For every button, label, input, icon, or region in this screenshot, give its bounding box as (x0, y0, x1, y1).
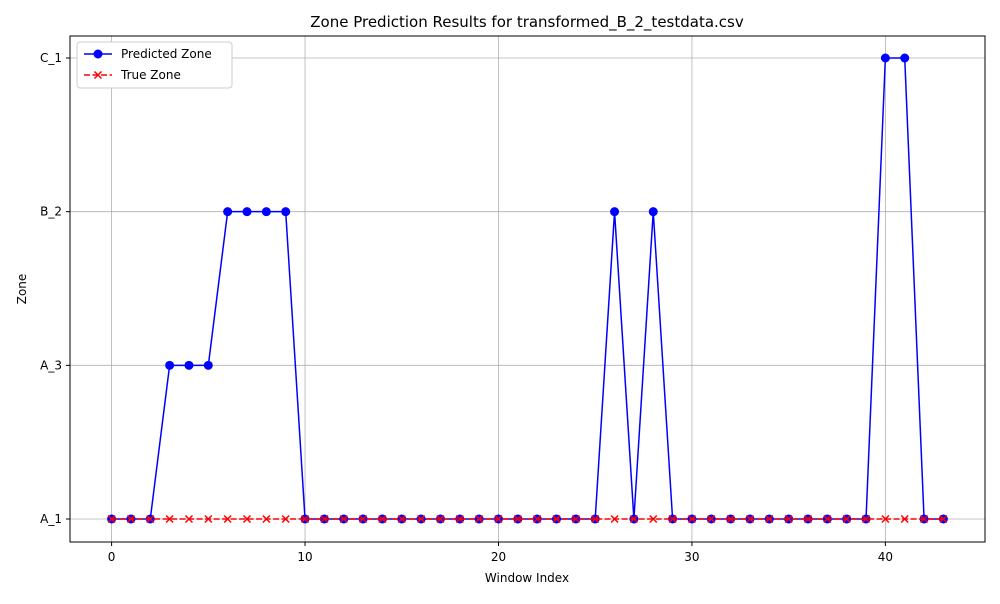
chart-title: Zone Prediction Results for transformed_… (310, 13, 744, 32)
data-point (707, 514, 716, 524)
legend-entry-true: True Zone (84, 68, 181, 82)
data-point (165, 360, 175, 370)
data-point (784, 514, 793, 524)
data-point (397, 514, 406, 524)
data-point (900, 514, 909, 524)
y-tick-label: A_1 (40, 512, 62, 526)
data-point (629, 514, 638, 524)
legend-label-true: True Zone (120, 68, 181, 82)
data-point (745, 514, 754, 524)
data-point (301, 514, 310, 524)
data-point (320, 514, 329, 524)
x-tick-label: 30 (684, 550, 699, 564)
data-point (765, 514, 774, 524)
data-point (880, 53, 890, 63)
data-point (513, 514, 522, 524)
data-point (378, 514, 387, 524)
data-point (687, 514, 696, 524)
data-point (494, 514, 503, 524)
data-point (726, 514, 735, 524)
y-axis-ticks: A_1 A_3 B_2 C_1 (40, 51, 70, 526)
y-tick-label: A_3 (40, 358, 62, 372)
data-point (417, 514, 426, 524)
x-tick-label: 0 (108, 550, 116, 564)
data-point (126, 514, 135, 524)
data-point (552, 514, 561, 524)
data-point (803, 514, 813, 524)
data-point (262, 514, 271, 524)
y-tick-label: B_2 (40, 205, 62, 219)
data-point (475, 514, 484, 524)
data-point (649, 514, 658, 524)
data-point (436, 514, 445, 524)
data-point (359, 514, 368, 524)
data-point (862, 514, 871, 524)
x-tick-label: 40 (878, 550, 893, 564)
data-point (668, 514, 677, 524)
data-point (242, 514, 252, 524)
x-axis-label: Window Index (485, 571, 569, 585)
y-tick-label: C_1 (40, 51, 62, 65)
data-point (610, 207, 620, 217)
legend: Predicted Zone True Zone (76, 41, 233, 89)
data-point (920, 514, 929, 524)
data-point (242, 207, 252, 217)
data-point (203, 360, 213, 370)
data-point (533, 514, 542, 524)
data-point (281, 514, 290, 524)
data-point (648, 207, 658, 217)
legend-marker-predicted (93, 49, 103, 59)
data-point (184, 360, 194, 370)
legend-box (76, 41, 233, 89)
legend-entry-predicted: Predicted Zone (84, 47, 212, 61)
data-point (939, 514, 948, 524)
data-point (281, 207, 291, 217)
series-layer (107, 53, 948, 524)
data-point (842, 514, 851, 524)
x-tick-label: 10 (297, 550, 312, 564)
data-point (223, 207, 233, 217)
data-point (261, 207, 271, 217)
data-point (591, 514, 600, 524)
plot-area-frame (69, 35, 986, 543)
data-point (455, 514, 464, 524)
legend-marker-true (93, 70, 103, 80)
data-point (107, 514, 116, 524)
data-point (571, 514, 580, 524)
data-point (823, 514, 832, 524)
data-point (610, 514, 619, 524)
data-point (900, 53, 910, 63)
y-axis-label: Zone (15, 274, 29, 305)
data-point (204, 514, 213, 524)
data-point (223, 514, 232, 524)
data-point (184, 514, 193, 524)
series-true-zone (107, 514, 948, 524)
data-point (339, 514, 348, 524)
x-tick-label: 20 (491, 550, 506, 564)
data-point (881, 514, 890, 524)
data-point (165, 514, 174, 524)
legend-label-predicted: Predicted Zone (121, 47, 212, 61)
x-axis-ticks: 0 10 20 30 40 (108, 542, 893, 564)
data-point (146, 514, 155, 524)
